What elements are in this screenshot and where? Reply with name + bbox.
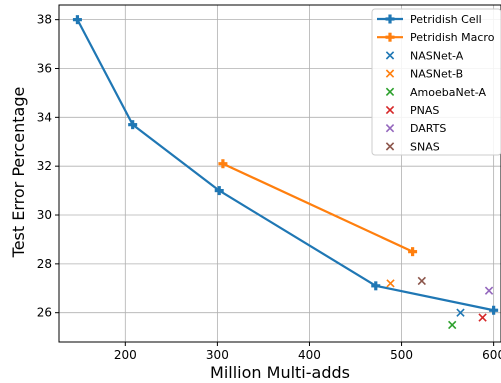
legend-label-petridish-macro: Petridish Macro bbox=[410, 31, 495, 44]
y-tick-label: 34 bbox=[37, 110, 52, 124]
legend-marker-pnas bbox=[385, 105, 395, 115]
scatter-layer bbox=[386, 276, 494, 330]
legend-marker-nasnet-b bbox=[385, 69, 395, 78]
series-layer bbox=[72, 15, 499, 315]
legend-label-darts: DARTS bbox=[410, 122, 446, 135]
y-tick-label: 30 bbox=[37, 208, 52, 222]
legend-label-amoebanet-a: AmoebaNet-A bbox=[410, 86, 486, 99]
y-tick-label: 38 bbox=[37, 13, 52, 27]
data-point-petridish-cell bbox=[489, 305, 499, 315]
x-tick-label: 600 bbox=[482, 348, 501, 362]
legend-label-nasnet-a: NASNet-A bbox=[410, 49, 464, 62]
x-tick-label: 400 bbox=[298, 348, 321, 362]
y-tick-label: 26 bbox=[37, 306, 52, 320]
legend: Petridish Cell Petridish Macro NASNet-A NAS… bbox=[371, 8, 501, 156]
legend-marker-petridish-macro bbox=[385, 32, 395, 42]
legend-label-pnas: PNAS bbox=[410, 104, 439, 117]
legend-label-nasnet-b: NASNet-B bbox=[410, 68, 463, 81]
scatter-point-amoebanet-a bbox=[448, 320, 457, 330]
scatter-point-snas bbox=[417, 276, 426, 286]
data-point-petridish-macro bbox=[408, 247, 418, 257]
y-tick-label: 32 bbox=[37, 159, 52, 173]
data-point-petridish-cell bbox=[371, 281, 381, 291]
data-point-petridish-cell bbox=[72, 15, 82, 25]
data-point-petridish-cell bbox=[214, 186, 224, 196]
axis-ticks: 200 300 400 500 600 26 28 30 32 34 36 38 bbox=[37, 13, 501, 362]
data-point-petridish-macro bbox=[218, 159, 228, 169]
legend-marker-petridish-cell bbox=[385, 14, 395, 24]
legend-marker-nasnet-a bbox=[385, 51, 395, 60]
y-axis-label: Test Error Percentage bbox=[9, 87, 28, 259]
data-point-petridish-cell bbox=[128, 120, 138, 130]
y-tick-label: 36 bbox=[37, 61, 52, 75]
scatter-point-darts bbox=[484, 286, 494, 295]
legend-label-snas: SNAS bbox=[410, 140, 440, 153]
x-axis-label: Million Multi-adds bbox=[210, 363, 350, 382]
legend-box bbox=[371, 8, 501, 156]
plot-frame bbox=[58, 4, 501, 343]
legend-marker-snas bbox=[385, 142, 395, 151]
legend-marker-amoebanet-a bbox=[385, 87, 395, 96]
x-tick-label: 200 bbox=[114, 348, 137, 362]
series-line-petridish-macro bbox=[222, 162, 414, 253]
scatter-point-nasnet-a bbox=[456, 308, 465, 317]
scatter-point-pnas bbox=[478, 313, 487, 322]
y-tick-label: 28 bbox=[37, 257, 52, 271]
x-tick-label: 300 bbox=[206, 348, 229, 362]
scatter-point-nasnet-b bbox=[386, 279, 395, 288]
legend-label-petridish-cell: Petridish Cell bbox=[410, 13, 482, 26]
x-tick-label: 500 bbox=[390, 348, 413, 362]
legend-marker-darts bbox=[385, 124, 395, 133]
